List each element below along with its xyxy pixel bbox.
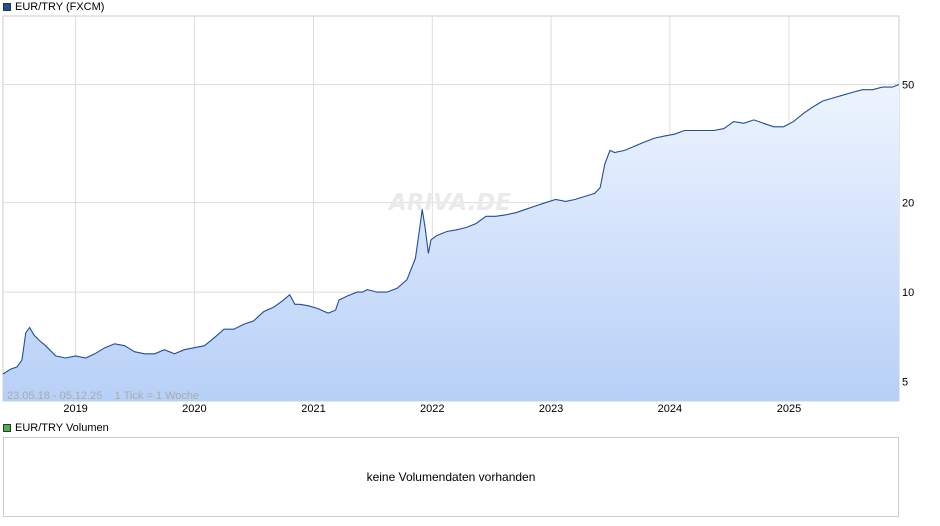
x-tick-label: 2019 [63, 403, 87, 415]
y-tick-label: 50 [902, 79, 914, 91]
y-tick-label: 20 [902, 198, 914, 210]
price-area [3, 84, 899, 401]
x-tick-label: 2021 [301, 403, 325, 415]
x-tick-label: 2025 [777, 403, 801, 415]
main-series-swatch [3, 2, 11, 11]
main-chart-legend: EUR/TRY (FXCM) [3, 0, 104, 13]
x-tick-label: 2020 [182, 403, 206, 415]
y-tick-label: 5 [902, 377, 908, 389]
price-chart: ARIVA.DE 23.05.18 - 05.12.25 1 Tick = 1 … [2, 15, 914, 415]
y-tick-label: 10 [902, 287, 914, 299]
x-tick-label: 2024 [658, 403, 682, 415]
volume-panel: keine Volumendaten vorhanden [3, 437, 899, 517]
no-volume-message: keine Volumendaten vorhanden [366, 470, 536, 484]
price-line [2, 83, 900, 375]
x-tick-label: 2022 [420, 403, 444, 415]
main-series-label: EUR/TRY (FXCM) [15, 0, 105, 13]
volume-series-swatch [3, 423, 11, 432]
x-tick-label: 2023 [539, 403, 563, 415]
volume-legend: EUR/TRY Volumen [3, 421, 109, 434]
volume-series-label: EUR/TRY Volumen [15, 421, 109, 434]
range-info-text: 23.05.18 - 05.12.25 1 Tick = 1 Woche [7, 390, 199, 402]
watermark: ARIVA.DE [387, 190, 511, 216]
